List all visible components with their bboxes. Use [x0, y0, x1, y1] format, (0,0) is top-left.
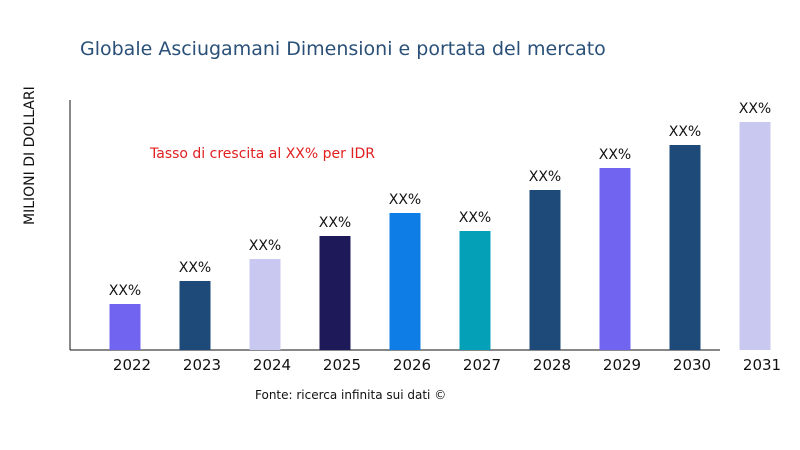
chart-title: Globale Asciugamani Dimensioni e portata…: [80, 38, 606, 60]
x-tick-2029: 2029: [603, 356, 641, 374]
x-tick-2024: 2024: [253, 356, 291, 374]
bar-2031: [739, 122, 771, 350]
x-tick-2030: 2030: [673, 356, 711, 374]
data-label-2023: XX%: [179, 260, 211, 276]
data-label-2022: XX%: [109, 283, 141, 299]
bar-2026: [389, 213, 421, 350]
x-tick-2025: 2025: [323, 356, 361, 374]
bar-2022: [109, 304, 141, 350]
data-label-2027: XX%: [459, 210, 491, 226]
bar-2030: [669, 145, 701, 350]
x-tick-2023: 2023: [183, 356, 221, 374]
bar-2024: [249, 259, 281, 350]
bar-2025: [319, 236, 351, 350]
x-tick-2027: 2027: [463, 356, 501, 374]
data-label-2028: XX%: [529, 169, 561, 185]
data-label-2030: XX%: [669, 124, 701, 140]
data-label-2024: XX%: [249, 238, 281, 254]
data-label-2031: XX%: [739, 101, 771, 117]
source-note: Fonte: ricerca infinita sui dati ©: [255, 388, 447, 402]
growth-annotation: Tasso di crescita al XX% per IDR: [150, 146, 375, 162]
bar-2028: [529, 190, 561, 350]
x-tick-2026: 2026: [393, 356, 431, 374]
data-label-2025: XX%: [319, 215, 351, 231]
x-tick-2028: 2028: [533, 356, 571, 374]
x-tick-2031: 2031: [743, 356, 781, 374]
data-label-2026: XX%: [389, 192, 421, 208]
bar-2023: [179, 281, 211, 350]
bar-2029: [599, 168, 631, 350]
bar-2027: [459, 231, 491, 350]
data-label-2029: XX%: [599, 147, 631, 163]
x-tick-2022: 2022: [113, 356, 151, 374]
